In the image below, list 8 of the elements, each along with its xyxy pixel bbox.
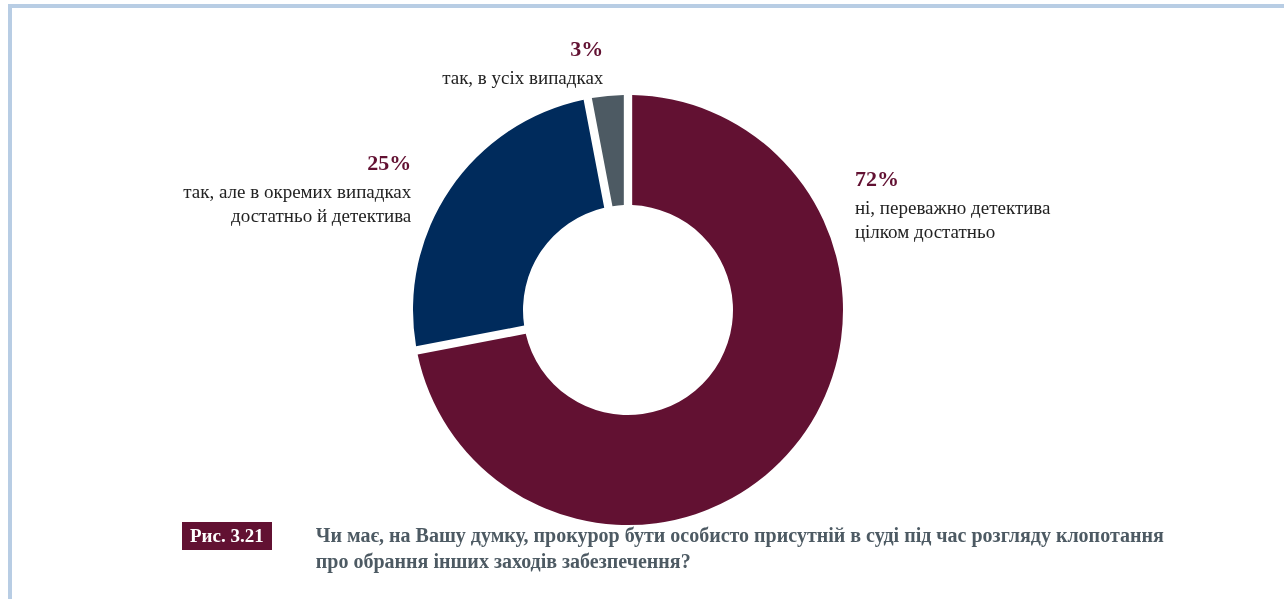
slice-label: так, в усіх випадках	[442, 67, 604, 89]
data-label: 72%	[854, 166, 899, 191]
data-label: 3%	[570, 36, 604, 62]
text: Чи має, на Вашу думку, прокурор бути особисто присутній в суді під час розгляду клопотання про обрання інших заходів забезпечення?	[315, 523, 1165, 574]
data-label: 25%	[367, 149, 412, 175]
slice-label: ні, переважно детектива цілком достатньо	[854, 197, 1052, 242]
slice-label: так, але в окремих випадках достатньо й детектива	[183, 180, 412, 226]
text: Рис. 3.21	[182, 522, 272, 550]
